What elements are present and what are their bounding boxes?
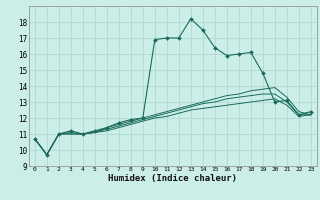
X-axis label: Humidex (Indice chaleur): Humidex (Indice chaleur): [108, 174, 237, 183]
